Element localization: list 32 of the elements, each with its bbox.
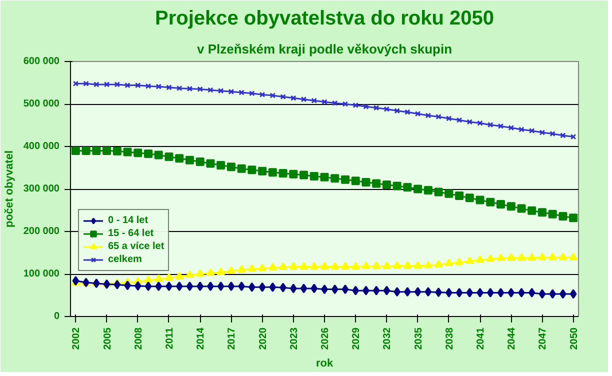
y-tick-label: 600 000 [23,56,60,67]
y-tick-label: 500 000 [23,98,60,110]
chart-subtitle: v Plzeňském kraji podle věkových skupin [196,42,452,56]
x-tick-label: 2047 [538,327,549,350]
x-tick-label: 2017 [226,327,238,350]
y-tick-label: 100 000 [23,268,60,280]
x-tick-label: 2044 [506,327,518,350]
y-tick-label: 300 000 [23,184,60,194]
x-tick-label: 2038 [444,327,456,350]
x-tick-label: 2008 [133,327,144,350]
y-tick-label: 400 000 [23,141,60,152]
x-tick-label: 2029 [351,327,362,350]
x-axis-title: rok [316,358,334,370]
y-axis-title: počet obyvatel [3,150,16,228]
x-tick-label: 2023 [288,327,300,350]
x-tick-label: 2026 [320,327,331,350]
chart-title: Projekce obyvatelstva do roku 2050 [154,8,494,30]
y-tick-label: 0 [54,311,60,322]
x-tick-label: 2014 [196,327,207,350]
x-tick-label: 2032 [382,327,394,350]
legend-label: celkem [108,253,142,266]
legend-label: 65 a více let [108,240,164,253]
legend-label: 15 - 64 let [108,227,154,240]
y-tick-label: 200 000 [23,226,60,237]
x-tick-label: 2002 [71,327,82,350]
x-tick-label: 2041 [476,327,487,350]
x-tick-label: 2005 [102,327,114,350]
legend-label: 0 - 14 let [108,214,148,227]
x-tick-label: 2011 [164,327,176,350]
x-tick-label: 2020 [258,327,269,350]
x-tick-label: 2050 [568,327,580,350]
x-tick-label: 2035 [413,327,424,350]
